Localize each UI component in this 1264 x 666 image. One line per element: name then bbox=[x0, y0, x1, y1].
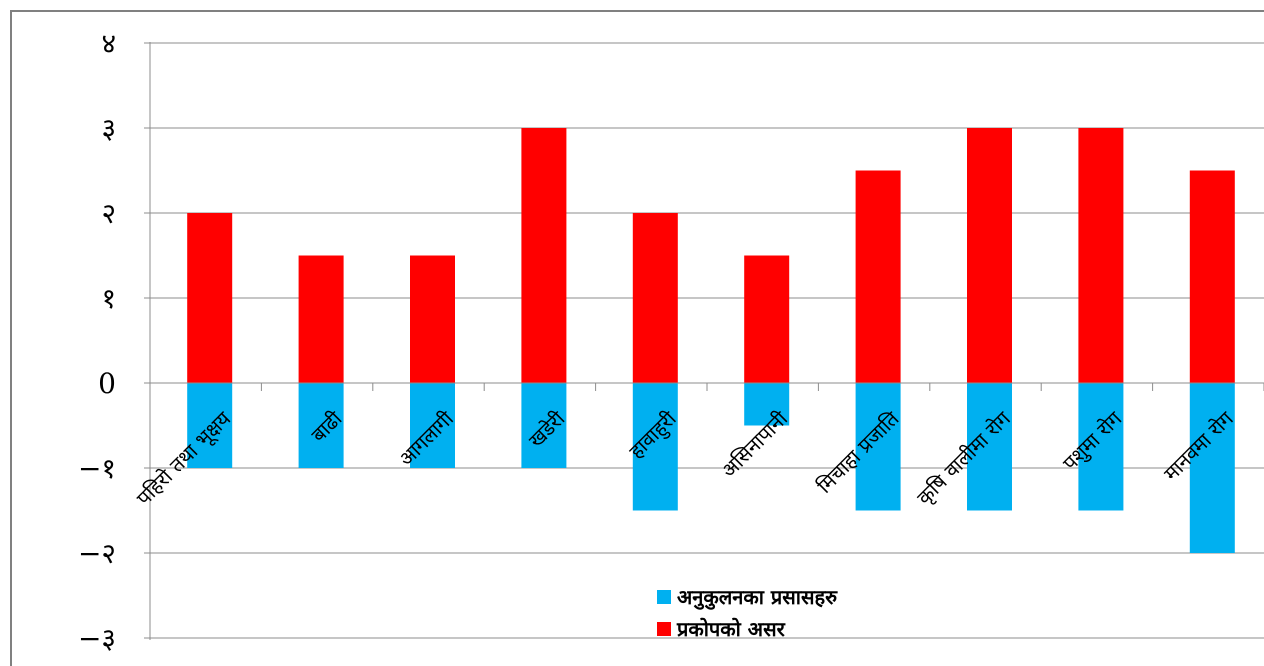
bars bbox=[187, 128, 1235, 553]
impact-bar bbox=[744, 255, 790, 383]
y-tick-label: २ bbox=[101, 197, 116, 230]
chart-frame bbox=[10, 10, 1264, 666]
adaptation-bar bbox=[187, 383, 233, 468]
adaptation-bar bbox=[298, 383, 344, 468]
legend: अनुकुलनका प्रसासहरु प्रकोपको असर bbox=[657, 585, 838, 641]
adaptation-bar bbox=[967, 383, 1012, 511]
y-tick-label: ४ bbox=[101, 27, 116, 60]
y-tick-label: −२ bbox=[78, 537, 116, 570]
impact-bar bbox=[855, 170, 901, 383]
legend-swatch bbox=[657, 590, 671, 604]
adaptation-bar bbox=[521, 383, 567, 468]
y-tick-label: −३ bbox=[78, 622, 116, 655]
adaptation-bar bbox=[744, 383, 790, 426]
legend-swatch bbox=[657, 622, 671, 636]
impact-bar bbox=[1189, 170, 1235, 383]
x-tick-labels: पहिरो तथा भूक्षय बाढी आगलागी खडेरी हावाहुरी अ… bbox=[132, 406, 1239, 511]
y-tick-label: −१ bbox=[78, 452, 116, 485]
y-tick-labels: ४ ३ २ १ 0 −१ −२ −३ bbox=[78, 27, 116, 655]
impact-bar bbox=[410, 255, 455, 383]
y-tick-label: ३ bbox=[101, 112, 116, 145]
impact-bar bbox=[298, 255, 344, 383]
axes bbox=[144, 42, 1264, 640]
impact-bar bbox=[1078, 128, 1124, 383]
legend-label: अनुकुलनका प्रसासहरु bbox=[677, 585, 838, 610]
adaptation-bar bbox=[632, 383, 678, 511]
impact-bar bbox=[967, 128, 1012, 383]
adaptation-bar bbox=[1189, 383, 1235, 553]
y-tick-label: १ bbox=[101, 282, 116, 315]
adaptation-bar bbox=[1078, 383, 1124, 511]
adaptation-bar bbox=[855, 383, 901, 511]
y-tick-label: 0 bbox=[98, 367, 116, 400]
gridlines bbox=[150, 42, 1264, 639]
impact-bar bbox=[632, 213, 678, 383]
legend-label: प्रकोपको असर bbox=[676, 617, 786, 641]
adaptation-bar bbox=[410, 383, 455, 468]
impact-bar bbox=[521, 128, 567, 383]
impact-bar bbox=[187, 213, 233, 383]
